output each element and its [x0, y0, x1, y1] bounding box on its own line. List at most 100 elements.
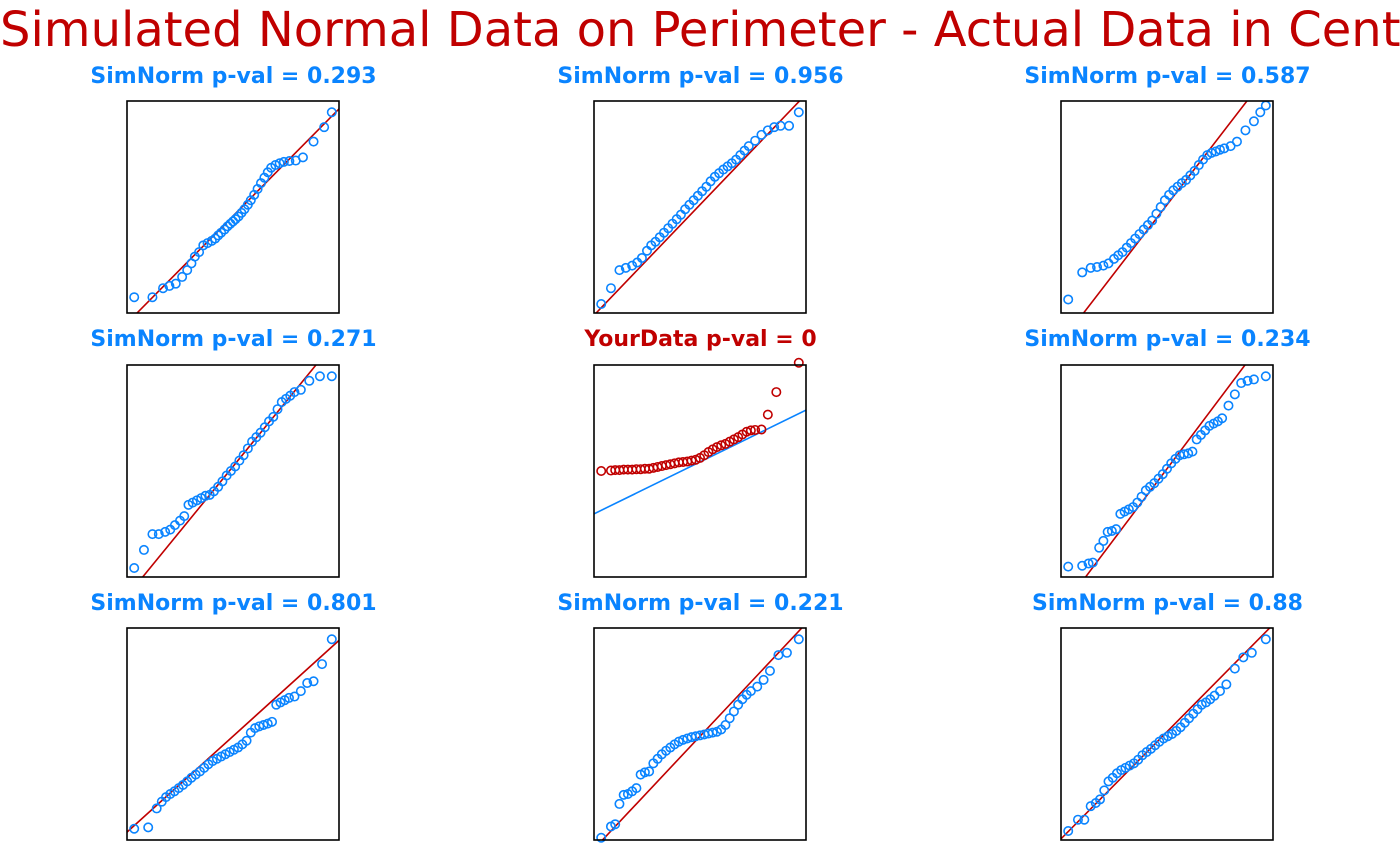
data-point	[164, 280, 175, 291]
simulated-qq-plot	[126, 100, 340, 314]
data-point	[743, 141, 754, 152]
data-point	[750, 135, 761, 146]
data-point	[596, 466, 607, 477]
data-point	[170, 278, 181, 289]
data-point	[596, 832, 607, 843]
data-point	[177, 271, 188, 282]
data-point	[319, 122, 330, 133]
data-point	[1225, 141, 1236, 152]
data-point	[631, 783, 642, 794]
data-point	[158, 283, 169, 294]
data-point	[745, 686, 756, 697]
data-point	[1217, 413, 1228, 424]
data-point	[644, 766, 655, 777]
data-point	[308, 676, 319, 687]
data-point	[143, 822, 154, 833]
data-point	[138, 544, 149, 555]
data-point	[1092, 261, 1103, 272]
data-point	[764, 665, 775, 676]
data-point	[1187, 446, 1198, 457]
data-point	[1248, 374, 1259, 385]
data-point	[596, 298, 607, 309]
data-point	[762, 409, 773, 420]
data-point	[314, 371, 325, 382]
data-point	[1102, 526, 1113, 537]
data-point	[1215, 686, 1226, 697]
actual-data-qq-plot	[593, 357, 807, 578]
data-point	[1260, 371, 1271, 382]
plot-frame	[593, 100, 807, 314]
data-point	[1255, 107, 1266, 118]
panel-title: SimNorm p-val = 0.88	[1032, 591, 1303, 616]
data-point	[213, 230, 224, 241]
plot-frame	[1060, 364, 1274, 578]
data-point	[1246, 647, 1257, 658]
panel-title: SimNorm p-val = 0.271	[90, 327, 377, 352]
data-point	[1223, 400, 1234, 411]
data-point	[129, 823, 140, 834]
data-point	[304, 375, 315, 386]
data-point	[289, 387, 300, 398]
data-point	[745, 425, 756, 436]
data-point	[1077, 267, 1088, 278]
data-point	[1111, 524, 1122, 535]
data-point	[1236, 378, 1247, 389]
panel-title: SimNorm p-val = 0.293	[90, 64, 377, 89]
data-point	[200, 490, 211, 501]
data-point	[295, 686, 306, 697]
simulated-qq-plot	[1060, 100, 1274, 314]
data-point	[605, 283, 616, 294]
data-point	[614, 265, 625, 276]
panel-title: SimNorm p-val = 0.801	[90, 591, 377, 616]
data-point	[326, 107, 337, 118]
data-point	[1087, 557, 1098, 568]
data-point	[326, 371, 337, 382]
data-point	[1098, 535, 1109, 546]
data-point	[147, 529, 158, 540]
data-point	[129, 292, 140, 303]
data-point	[1079, 814, 1090, 825]
data-point	[793, 634, 804, 645]
reference-line	[595, 101, 801, 313]
data-point	[1103, 258, 1114, 269]
data-point	[289, 691, 300, 702]
data-point	[678, 734, 689, 745]
data-point	[716, 440, 727, 451]
data-point	[326, 634, 337, 645]
data-point	[1083, 558, 1094, 569]
data-point	[284, 155, 295, 166]
data-point	[147, 292, 158, 303]
data-point	[1095, 794, 1106, 805]
data-point	[1260, 100, 1271, 111]
data-point	[1221, 679, 1232, 690]
simulated-qq-plot	[593, 100, 807, 314]
data-point	[627, 260, 638, 271]
data-point	[308, 136, 319, 147]
plot-frame	[1060, 627, 1274, 841]
data-point	[1248, 116, 1259, 127]
data-point	[160, 526, 171, 537]
page-title: Simulated Normal Data on Perimeter - Act…	[0, 2, 1400, 58]
data-point	[756, 424, 767, 435]
panel-title: YourData p-val = 0	[584, 327, 817, 352]
data-point	[1206, 147, 1217, 158]
data-point	[295, 384, 306, 395]
data-point	[230, 214, 241, 225]
data-point	[769, 122, 780, 133]
plot-frame	[126, 100, 340, 314]
data-point	[1077, 560, 1088, 571]
data-point	[1063, 825, 1074, 836]
plot-frame	[593, 364, 807, 578]
data-point	[758, 674, 769, 685]
data-point	[258, 719, 269, 730]
data-point	[297, 152, 308, 163]
data-point	[219, 224, 230, 235]
data-point	[1098, 260, 1109, 271]
data-point	[686, 455, 697, 466]
data-point	[278, 156, 289, 167]
simulated-qq-plot	[593, 627, 807, 843]
data-point	[618, 789, 629, 800]
data-point	[1260, 634, 1271, 645]
plot-frame	[126, 627, 340, 841]
data-point	[784, 120, 795, 131]
